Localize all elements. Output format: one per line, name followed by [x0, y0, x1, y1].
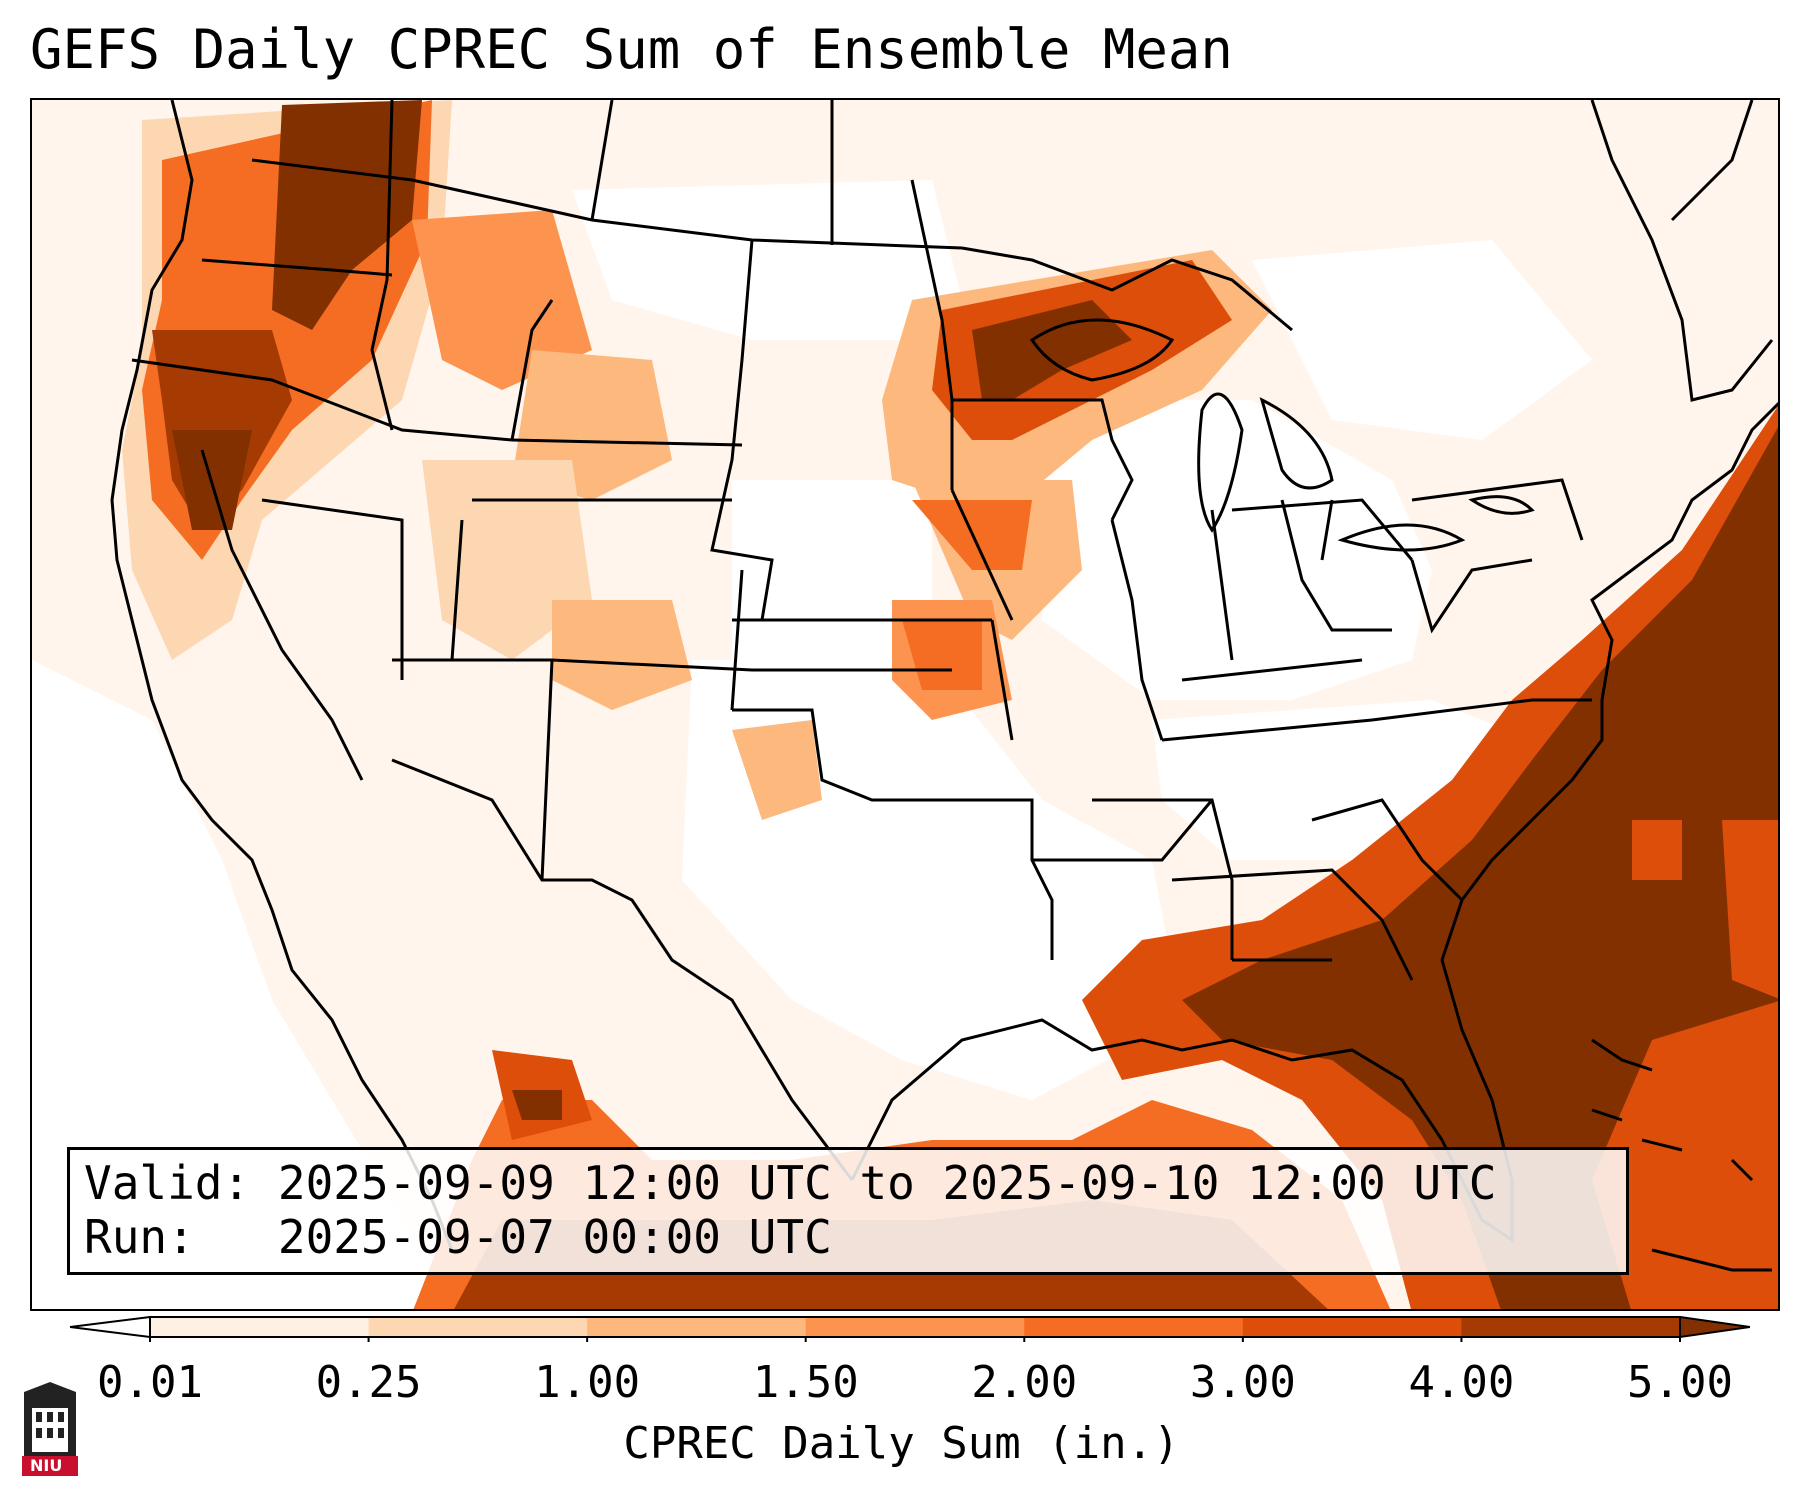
niu-logo-icon: [22, 1382, 78, 1476]
colorbar: [69, 1312, 1751, 1346]
colorbar-tick-label: 1.50: [752, 1357, 859, 1408]
colorbar-tick-label: 4.00: [1408, 1357, 1515, 1408]
colorbar-tick-label: 5.00: [1627, 1357, 1733, 1408]
niu-logo-text: NIU: [30, 1456, 63, 1475]
colorbar-segment: [805, 1317, 1025, 1337]
precip-shading: [32, 100, 1778, 1309]
valid-label: Valid:: [84, 1156, 251, 1210]
colorbar-segment: [1242, 1317, 1462, 1337]
colorbar-label: CPREC Daily Sum (in.): [623, 1418, 1180, 1469]
niu-logo: NIU: [20, 1382, 80, 1482]
valid-value: 2025-09-09 12:00 UTC to 2025-09-10 12:00…: [277, 1156, 1497, 1210]
colorbar-segment: [150, 1317, 370, 1337]
run-label: Run:: [84, 1210, 195, 1264]
colorbar-tick-label: 2.00: [971, 1357, 1078, 1408]
map-canvas: [32, 100, 1778, 1309]
boundary-lines: [110, 100, 1778, 1272]
colorbar-segment: [587, 1317, 807, 1337]
colorbar-extend-high: [1679, 1315, 1751, 1339]
colorbar-tick-label: 0.01: [97, 1357, 203, 1408]
colorbar-segment: [1024, 1317, 1244, 1337]
valid-run-infobox: Valid: 2025-09-09 12:00 UTC to 2025-09-1…: [67, 1147, 1629, 1275]
colorbar-segment: [368, 1317, 588, 1337]
colorbar-extend-low: [69, 1315, 151, 1339]
map-title: GEFS Daily CPREC Sum of Ensemble Mean: [30, 18, 1233, 81]
colorbar-tick-label: 3.00: [1189, 1357, 1296, 1408]
colorbar-segment: [1461, 1317, 1681, 1337]
colorbar-tick-label: 1.00: [534, 1357, 641, 1408]
run-value: 2025-09-07 00:00 UTC: [277, 1210, 832, 1264]
colorbar-swatches: [69, 1315, 1751, 1345]
precipitation-map: [30, 98, 1780, 1311]
colorbar-tick-label: 0.25: [315, 1357, 422, 1408]
colorbar-outline: [149, 1316, 1681, 1338]
